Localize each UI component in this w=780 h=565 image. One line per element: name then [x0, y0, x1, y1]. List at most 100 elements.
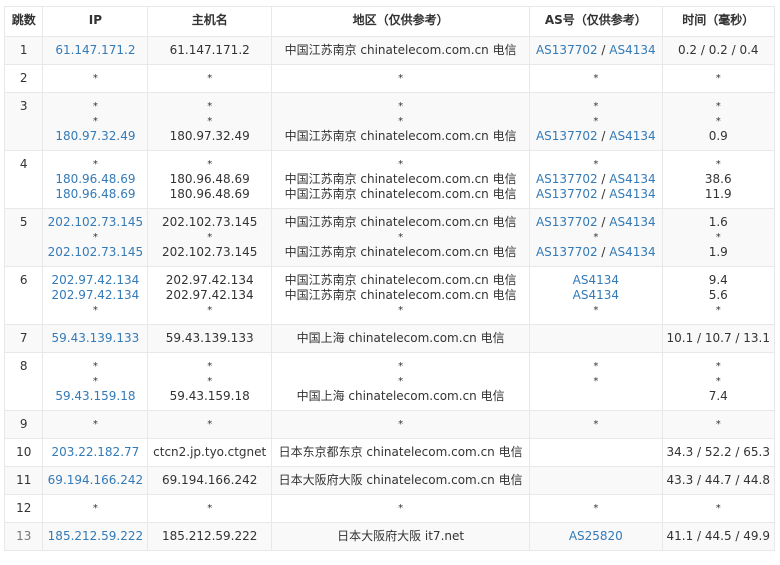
no-response: *	[398, 503, 404, 514]
region-text: 中国江苏南京 chinatelecom.com.cn 电信	[284, 172, 517, 186]
as-link[interactable]: AS25820	[568, 529, 623, 543]
ip-link[interactable]: 202.102.73.145	[47, 215, 144, 229]
host-text: 202.102.73.145	[161, 245, 258, 259]
separator: /	[597, 187, 610, 201]
ip-link[interactable]: 202.102.73.145	[47, 245, 144, 259]
region-cell: * * 中国江苏南京 chinatelecom.com.cn 电信	[271, 92, 531, 151]
ip-link[interactable]: 180.97.32.49	[55, 129, 136, 143]
as-link[interactable]: AS4134	[609, 129, 656, 143]
host-text: 180.97.32.49	[169, 129, 250, 143]
region-cell: *	[271, 64, 531, 93]
as-cell: AS137702 / AS4134	[529, 36, 663, 65]
separator: /	[597, 215, 610, 229]
as-line: AS137702 / AS4134	[534, 129, 657, 144]
region-cell: 中国江苏南京 chinatelecom.com.cn 电信 * 中国江苏南京 chi…	[271, 208, 531, 267]
no-response: *	[92, 73, 98, 84]
time-cell: 34.3 / 52.2 / 65.3	[661, 438, 775, 467]
as-link[interactable]: AS4134	[572, 273, 619, 287]
hostname-cell: 202.97.42.134 202.97.42.134 *	[147, 266, 273, 325]
as-link[interactable]: AS137702	[535, 245, 598, 259]
as-link[interactable]: AS137702	[535, 43, 598, 57]
ip-link[interactable]: 59.43.159.18	[55, 389, 136, 403]
hop-number: 3	[19, 99, 28, 113]
hop-cell: 13	[3, 522, 44, 551]
ip-link[interactable]: 180.96.48.69	[55, 172, 136, 186]
no-response: *	[207, 305, 213, 316]
as-link[interactable]: AS137702	[535, 215, 598, 229]
as-cell: * AS137702 / AS4134 AS137702 / AS4134	[529, 150, 663, 209]
no-response: *	[593, 305, 599, 316]
hop-cell: 11	[3, 466, 44, 495]
hop-cell: 8	[3, 352, 44, 411]
no-response: *	[398, 361, 404, 372]
no-response: *	[715, 503, 721, 514]
as-cell: *	[529, 64, 663, 93]
table-row: 3 * * 180.97.32.49 * * 180.97.32.49 * * 中国江苏南京 ch…	[3, 92, 775, 151]
as-link[interactable]: AS4134	[609, 245, 656, 259]
hop-cell: 9	[3, 410, 44, 439]
as-link[interactable]: AS137702	[535, 172, 598, 186]
as-link[interactable]: AS137702	[535, 187, 598, 201]
host-text: 69.194.166.242	[161, 473, 258, 487]
time-cell: *	[661, 410, 775, 439]
region-text: 中国江苏南京 chinatelecom.com.cn 电信	[284, 245, 517, 259]
region-cell: * * 中国上海 chinatelecom.com.cn 电信	[271, 352, 531, 411]
time-cell: *	[661, 64, 775, 93]
as-link[interactable]: AS4134	[572, 288, 619, 302]
as-line: AS137702 / AS4134	[534, 172, 657, 187]
ip-link[interactable]: 202.97.42.134	[51, 273, 140, 287]
time-cell: * 38.6 11.9	[661, 150, 775, 209]
hop-cell: 7	[3, 324, 44, 353]
hop-cell: 2	[3, 64, 44, 93]
hostname-cell: * 180.96.48.69 180.96.48.69	[147, 150, 273, 209]
time-text: 1.9	[708, 245, 728, 259]
hostname-cell: 185.212.59.222	[147, 522, 273, 551]
separator: /	[597, 129, 610, 143]
as-cell: *	[529, 494, 663, 523]
hop-number: 7	[19, 331, 28, 345]
hop-cell: 12	[3, 494, 44, 523]
header-hop: 跳数	[3, 6, 44, 37]
hop-number: 12	[16, 501, 32, 515]
time-text: 0.2 / 0.2 / 0.4	[677, 43, 759, 57]
ip-link[interactable]: 61.147.171.2	[55, 43, 136, 57]
no-response: *	[92, 503, 98, 514]
region-cell: *	[271, 494, 531, 523]
as-line: AS25820	[534, 529, 657, 544]
host-text: 59.43.159.18	[169, 389, 250, 403]
time-text: 43.3 / 44.7 / 44.8	[666, 473, 771, 487]
ip-link[interactable]: 69.194.166.242	[47, 473, 144, 487]
hop-number: 4	[19, 157, 28, 171]
no-response: *	[92, 232, 98, 243]
traceroute-table: 跳数 IP 主机名 地区（仅供参考） AS号（仅供参考） 时间（毫秒） 1 61.…	[3, 6, 775, 551]
region-text: 中国上海 chinatelecom.com.cn 电信	[296, 331, 505, 345]
as-link[interactable]: AS4134	[609, 187, 656, 201]
table-row: 7 59.43.139.133 59.43.139.133 中国上海 chinatel…	[3, 324, 775, 353]
ip-cell: * * 59.43.159.18	[42, 352, 149, 411]
no-response: *	[207, 232, 213, 243]
no-response: *	[398, 159, 404, 170]
no-response: *	[593, 73, 599, 84]
region-text: 日本东京都东京 chinatelecom.com.cn 电信	[278, 445, 523, 459]
as-link[interactable]: AS4134	[609, 215, 656, 229]
ip-link[interactable]: 202.97.42.134	[51, 288, 140, 302]
no-response: *	[398, 101, 404, 112]
ip-link[interactable]: 203.22.182.77	[51, 445, 140, 459]
no-response: *	[207, 419, 213, 430]
as-link[interactable]: AS137702	[535, 129, 598, 143]
as-link[interactable]: AS4134	[609, 43, 656, 57]
no-response: *	[715, 419, 721, 430]
hop-cell: 1	[3, 36, 44, 65]
ip-link[interactable]: 180.96.48.69	[55, 187, 136, 201]
table-row: 1 61.147.171.2 61.147.171.2 中国江苏南京 chinatel…	[3, 36, 775, 65]
time-text: 0.9	[708, 129, 728, 143]
ip-link[interactable]: 59.43.139.133	[51, 331, 140, 345]
ip-cell: * * 180.97.32.49	[42, 92, 149, 151]
hop-cell: 4	[3, 150, 44, 209]
ip-cell: 203.22.182.77	[42, 438, 149, 467]
as-link[interactable]: AS4134	[609, 172, 656, 186]
ip-link[interactable]: 185.212.59.222	[47, 529, 144, 543]
table-row: 10 203.22.182.77 ctcn2.jp.tyo.ctgnet 日本东京都东…	[3, 438, 775, 467]
hop-number: 11	[16, 473, 32, 487]
host-text: 202.97.42.134	[165, 288, 254, 302]
